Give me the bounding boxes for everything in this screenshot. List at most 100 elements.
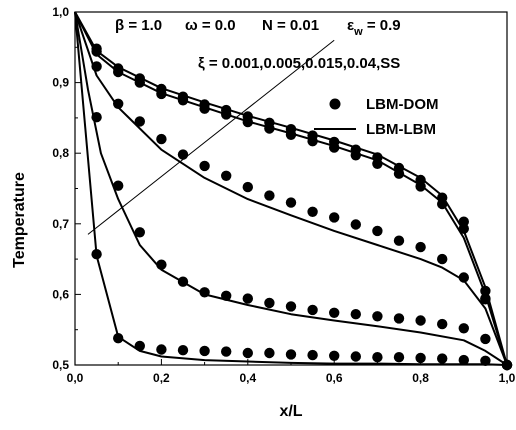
data-point: [372, 352, 383, 363]
data-point: [350, 219, 361, 230]
data-point: [458, 216, 469, 227]
x-tick-label: 0,0: [67, 371, 84, 385]
data-point: [372, 311, 383, 322]
data-point: [285, 124, 297, 135]
data-point: [437, 253, 448, 265]
data-point: [350, 144, 361, 155]
data-point: [134, 227, 145, 238]
data-point: [177, 276, 189, 287]
data-point: [458, 272, 469, 283]
x-tick-label: 0,2: [153, 371, 170, 385]
x-tick-label: 1,0: [499, 371, 516, 385]
data-point: [329, 350, 340, 361]
tick-labels: 0,0 0,2 0,4 0,6 0,8 1,0 0,5 0,6 0,7 0,8 0,9 1,0: [52, 5, 515, 385]
data-point: [156, 133, 167, 145]
y-tick-label: 0,8: [52, 146, 69, 160]
y-tick-label: 0,6: [52, 287, 69, 301]
data-point: [480, 355, 491, 366]
data-point: [264, 297, 275, 309]
data-point: [113, 63, 124, 74]
y-tick-label: 0,9: [52, 76, 69, 90]
data-point: [221, 290, 232, 301]
data-point: [350, 309, 361, 320]
data-point: [91, 112, 102, 123]
data-point: [156, 259, 167, 270]
data-point: [393, 352, 405, 363]
param-epsilon-w: εw = 0.9: [347, 17, 401, 38]
data-point: [458, 323, 469, 334]
data-point: [329, 307, 340, 318]
legend: LBM-DOM LBM-LBM: [314, 96, 438, 138]
data-point: [242, 347, 253, 359]
data-point: [415, 174, 426, 186]
data-point: [285, 301, 297, 312]
data-point: [221, 104, 232, 116]
data-point: [242, 111, 253, 122]
data-point: [113, 98, 124, 110]
data-point: [329, 136, 340, 148]
data-point: [221, 170, 232, 181]
data-point: [199, 345, 210, 357]
data-point: [415, 352, 426, 364]
data-point: [199, 287, 210, 298]
data-point: [501, 359, 513, 371]
legend-marker-circle: [329, 98, 341, 110]
data-point: [156, 83, 167, 95]
data-point: [480, 293, 491, 304]
param-n: N = 0.01: [262, 17, 319, 34]
data-point: [307, 349, 318, 361]
data-point: [242, 181, 253, 193]
data-point: [264, 190, 275, 201]
data-point: [372, 152, 383, 163]
data-point: [307, 304, 318, 316]
data-point: [177, 149, 189, 160]
y-tick-label: 1,0: [52, 5, 69, 19]
data-point: [415, 241, 426, 253]
data-point: [329, 212, 340, 223]
data-point: [177, 345, 189, 356]
data-point: [415, 315, 426, 326]
param-xi: ξ = 0.001,0.005,0.015,0.04,SS: [198, 55, 400, 72]
data-point: [113, 180, 124, 191]
y-tick-label: 0,7: [52, 217, 69, 231]
parameter-direction-line: [87, 39, 335, 235]
data-point: [437, 353, 448, 364]
parameter-arrow: [87, 39, 335, 235]
data-point: [156, 344, 167, 355]
data-point: [393, 235, 405, 246]
data-point: [134, 340, 145, 352]
series-line-2: [74, 11, 508, 366]
x-tick-label: 0,4: [239, 371, 256, 385]
data-point: [372, 225, 383, 237]
data-point: [91, 249, 102, 260]
data-point: [221, 346, 232, 357]
data-point: [134, 73, 145, 84]
data-point: [307, 130, 318, 141]
x-tick-label: 0,6: [326, 371, 343, 385]
y-tick-label: 0,5: [52, 358, 69, 372]
data-point: [199, 160, 210, 172]
data-point: [458, 354, 469, 366]
data-point: [285, 197, 297, 208]
data-point: [113, 333, 124, 344]
data-point: [437, 192, 448, 203]
data-point: [437, 318, 448, 330]
data-point: [393, 162, 405, 174]
data-point: [264, 117, 275, 128]
data-point: [480, 285, 491, 297]
data-point: [350, 351, 361, 362]
data-point: [307, 206, 318, 217]
legend-label-lbm: LBM-LBM: [366, 121, 436, 138]
data-point: [177, 91, 189, 102]
y-axis-title: Temperature: [11, 172, 28, 268]
data-point: [242, 293, 253, 304]
x-tick-label: 0,8: [412, 371, 429, 385]
data-point: [264, 347, 275, 359]
data-point: [91, 61, 102, 72]
x-axis-title: x/L: [279, 403, 302, 420]
param-omega: ω = 0.0: [185, 17, 236, 34]
param-beta: β = 1.0: [115, 17, 162, 34]
data-point: [393, 313, 405, 324]
data-point: [91, 43, 102, 54]
